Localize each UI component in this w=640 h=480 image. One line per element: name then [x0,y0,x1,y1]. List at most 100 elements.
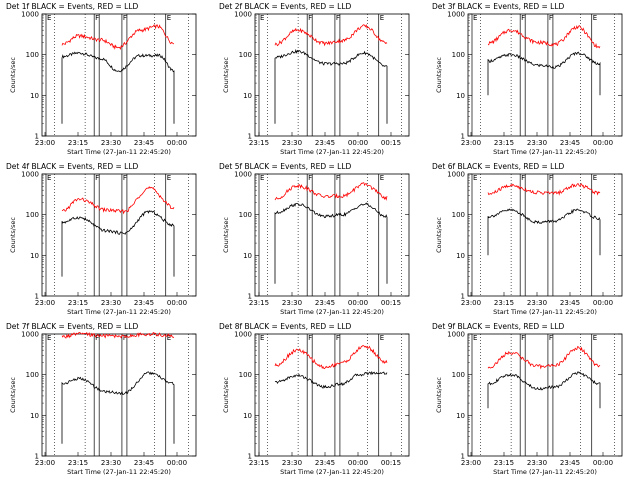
x-tick-label: 23:45 [315,459,335,467]
y-tick-label: 10 [30,92,39,100]
y-axis-label: Counts/sec [435,217,443,253]
y-tick-label: 1 [248,293,252,301]
x-tick-label: 23:45 [134,139,154,147]
lld-series-line [274,182,388,201]
x-tick-label: 00:00 [348,299,368,307]
marker-label: E [593,174,597,182]
marker-label: F [123,14,127,22]
plot-frame [467,13,623,137]
x-tick-label: 23:00 [461,299,481,307]
detector-panel: Det 9f BLACK = Events, RED = LLD 1 10 100 10… [426,320,639,480]
y-axis-label: Counts/sec [222,217,230,253]
x-tick-label: 00:15 [381,299,401,307]
marker-label: E [47,14,51,22]
y-tick-label: 100 [26,51,39,59]
detector-chart: Det 3f BLACK = Events, RED = LLD 1 10 100 10… [432,2,623,156]
marker-label: F [336,174,340,182]
x-tick-label: 23:45 [134,299,154,307]
y-tick-label: 10 [243,412,252,420]
x-tick-label: 00:00 [167,299,187,307]
events-series-line [487,208,601,256]
detector-chart: Det 7f BLACK = Events, RED = LLD 1 10 100 10… [6,322,197,476]
x-tick-label: 23:30 [101,299,121,307]
y-tick-label: 1 [248,453,252,461]
events-series-line [487,51,601,96]
y-tick-label: 10 [456,252,465,260]
marker-label: F [308,334,312,342]
events-series-line [61,51,175,124]
plot-frame [467,333,623,457]
y-tick-label: 1 [461,453,465,461]
lld-series-line [487,346,601,370]
x-tick-label: 23:30 [282,459,302,467]
plot-frame [41,173,197,297]
x-tick-label: 23:15 [494,299,514,307]
marker-label: F [521,14,525,22]
lld-series-line [274,345,388,370]
marker-label: E [593,14,597,22]
y-tick-label: 10 [243,252,252,260]
x-tick-label: 00:00 [167,139,187,147]
x-tick-label: 23:30 [101,139,121,147]
y-tick-label: 1000 [21,331,39,339]
marker-label: F [549,14,553,22]
x-tick-label: 23:45 [315,139,335,147]
y-tick-label: 1000 [234,11,252,19]
y-tick-label: 1 [461,133,465,141]
x-axis-label: Start Time (27-Jan-11 22:45:20) [67,468,171,476]
y-tick-label: 1000 [234,171,252,179]
x-axis-label: Start Time (27-Jan-11 22:45:20) [493,308,597,316]
detector-chart: Det 2f BLACK = Events, RED = LLD 1 10 100 10… [219,2,410,156]
events-series-line [61,371,175,444]
x-tick-label: 23:15 [494,139,514,147]
marker-label: E [380,334,384,342]
lld-series-line [61,331,175,339]
y-tick-label: 1000 [447,171,465,179]
chart-title: Det 3f BLACK = Events, RED = LLD [432,2,565,11]
chart-title: Det 1f BLACK = Events, RED = LLD [6,2,139,11]
x-tick-label: 00:00 [593,139,613,147]
marker-label: F [95,174,99,182]
y-tick-label: 10 [243,92,252,100]
detector-chart: Det 9f BLACK = Events, RED = LLD 1 10 100 10… [432,322,623,476]
x-axis-label: Start Time (27-Jan-11 22:45:20) [280,308,384,316]
y-axis-label: Counts/sec [9,377,17,413]
lld-series-line [488,25,601,49]
detector-panel: Det 2f BLACK = Events, RED = LLD 1 10 100 10… [213,0,426,160]
x-axis-label: Start Time (27-Jan-11 22:45:20) [67,308,171,316]
x-tick-label: 00:00 [348,459,368,467]
x-tick-label: 23:00 [461,459,481,467]
y-tick-label: 1 [35,293,39,301]
x-axis-label: Start Time (27-Jan-11 22:45:20) [67,148,171,156]
marker-label: F [95,334,99,342]
marker-label: E [260,14,264,22]
x-tick-label: 23:45 [315,299,335,307]
y-tick-label: 1000 [21,11,39,19]
marker-label: F [549,334,553,342]
y-tick-label: 100 [452,51,465,59]
detector-panel: Det 6f BLACK = Events, RED = LLD 1 10 100 10… [426,160,639,320]
x-axis-label: Start Time (27-Jan-11 22:45:20) [493,148,597,156]
detector-chart: Det 4f BLACK = Events, RED = LLD 1 10 100 10… [6,162,197,316]
y-tick-label: 1 [248,133,252,141]
events-series-line [274,48,388,124]
chart-title: Det 4f BLACK = Events, RED = LLD [6,162,139,171]
detector-panel: Det 7f BLACK = Events, RED = LLD 1 10 100 10… [0,320,213,480]
x-axis-label: Start Time (27-Jan-11 22:45:20) [280,468,384,476]
y-axis-label: Counts/sec [435,57,443,93]
x-tick-label: 23:00 [35,139,55,147]
y-tick-label: 100 [26,211,39,219]
x-tick-label: 00:00 [348,139,368,147]
events-series-line [274,370,388,389]
plot-frame [254,333,410,457]
x-tick-label: 23:15 [68,139,88,147]
marker-label: F [95,14,99,22]
y-axis-label: Counts/sec [9,217,17,253]
x-tick-label: 23:15 [68,299,88,307]
y-tick-label: 10 [456,412,465,420]
marker-label: E [167,174,171,182]
plot-frame [41,13,197,137]
x-tick-label: 23:15 [68,459,88,467]
y-tick-label: 1 [461,293,465,301]
